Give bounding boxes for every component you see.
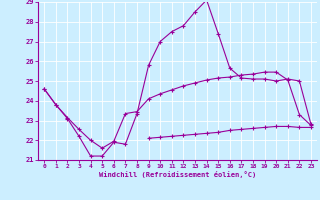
X-axis label: Windchill (Refroidissement éolien,°C): Windchill (Refroidissement éolien,°C): [99, 171, 256, 178]
